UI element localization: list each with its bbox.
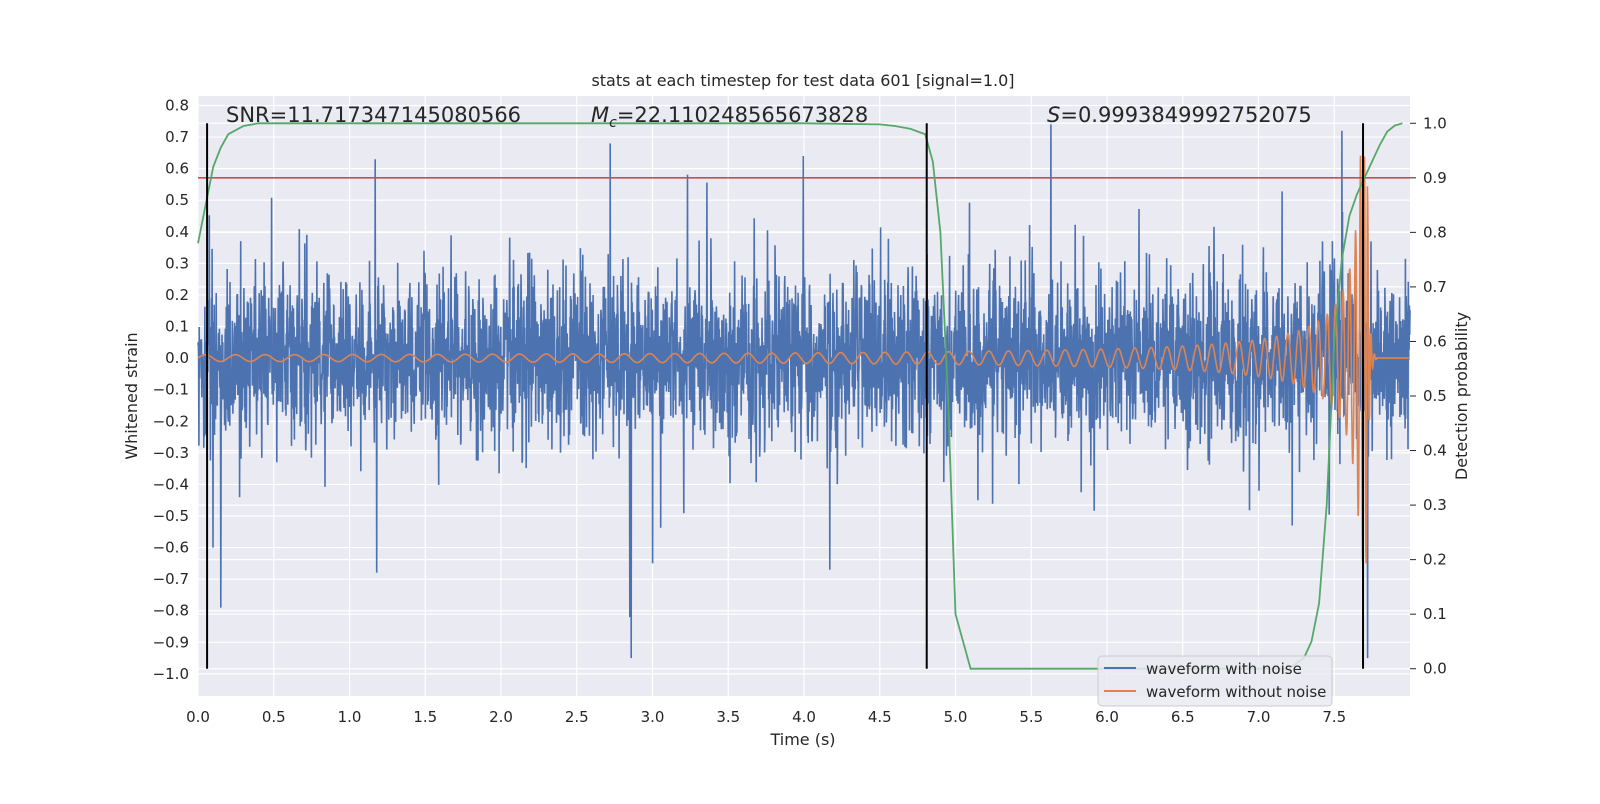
x-tick-label: 5.0 (944, 708, 968, 726)
score-symbol: S (1047, 103, 1060, 127)
y-left-tick-label: 0.8 (165, 96, 189, 114)
y-left-tick-label: 0.2 (165, 286, 189, 304)
y-left-tick-label: 0.0 (165, 349, 189, 367)
series-waveform-without-noise (197, 155, 1410, 564)
x-tick-label: 3.0 (641, 708, 665, 726)
y-left-tick-label: 0.5 (165, 191, 189, 209)
y-left-tick-label: −0.5 (153, 507, 189, 525)
x-tick-label: 7.0 (1247, 708, 1271, 726)
y-left-tick-label: −0.1 (153, 381, 189, 399)
x-tick-label: 2.0 (489, 708, 513, 726)
y-right-tick-label: 0.5 (1423, 387, 1447, 405)
y-left-tick-label: 0.7 (165, 128, 189, 146)
x-tick-label: 7.5 (1322, 708, 1346, 726)
vertical-markers (206, 123, 1365, 669)
y-right-tick-label: 0.6 (1423, 332, 1447, 350)
y-axis-right-title: Detection probability (1452, 312, 1471, 480)
score-annotation: S=0.9993849992752075 (1047, 103, 1312, 127)
y-left-tick-label: 0.4 (165, 223, 189, 241)
clean-waveform-line (197, 155, 1410, 564)
x-tick-label: 5.5 (1019, 708, 1043, 726)
x-tick-label: 1.0 (338, 708, 362, 726)
x-tick-label: 6.0 (1095, 708, 1119, 726)
y-left-tick-label: −0.4 (153, 475, 189, 493)
x-axis-title: Time (s) (769, 730, 835, 749)
y-left-tick-label: −0.7 (153, 570, 189, 588)
y-right-tick-label: 0.4 (1423, 442, 1447, 460)
legend: waveform with noise waveform without noi… (1097, 655, 1333, 707)
y-left-tick-label: −0.6 (153, 539, 189, 557)
y-right-tick-label: 0.3 (1423, 496, 1447, 514)
x-axis-ticks: 0.0 0.5 1.0 1.5 2.0 2.5 3.0 3.5 4.0 4.5 5.0 5.5 6.0 6… (186, 708, 1346, 726)
x-tick-label: 6.5 (1171, 708, 1195, 726)
y-left-tick-label: 0.6 (165, 160, 189, 178)
y-left-tick-label: −0.2 (153, 412, 189, 430)
y-right-tick-label: 0.8 (1423, 223, 1447, 241)
detection-probability-line (197, 122, 1403, 670)
x-tick-label: 0.0 (186, 708, 210, 726)
snr-annotation: SNR=11.717347145080566 (226, 103, 521, 127)
noise-waveform-line (197, 124, 1411, 659)
legend-box (1097, 655, 1333, 707)
y-left-tick-label: 0.1 (165, 318, 189, 336)
series-waveform-with-noise (197, 124, 1411, 659)
x-tick-label: 2.5 (565, 708, 589, 726)
legend-label-noise: waveform with noise (1146, 660, 1302, 678)
y-right-tick-label: 0.0 (1423, 660, 1447, 678)
y-right-tick-label: 0.2 (1423, 551, 1447, 569)
chart-title: stats at each timestep for test data 601… (591, 71, 1014, 90)
chirp-mass-subscript: c (609, 115, 617, 131)
x-tick-label: 0.5 (262, 708, 286, 726)
score-value: =0.9993849992752075 (1060, 103, 1311, 127)
x-tick-label: 4.5 (868, 708, 892, 726)
chirp-mass-value: =22.110248565673828 (617, 103, 868, 127)
x-tick-label: 3.5 (716, 708, 740, 726)
y-right-tick-label: 0.1 (1423, 605, 1447, 623)
y-axis-left-ticks: 0.8 0.7 0.6 0.5 0.4 0.3 0.2 0.1 0.0 −0.1 −0.2 −0.3 −… (153, 96, 189, 682)
y-right-tick-label: 0.9 (1423, 169, 1447, 187)
y-left-tick-label: 0.3 (165, 254, 189, 272)
y-right-tick-label: 1.0 (1423, 114, 1447, 132)
chirp-mass-annotation: Mc=22.110248565673828 (591, 103, 868, 131)
y-axis-left-title: Whitened strain (122, 332, 141, 459)
y-left-tick-label: −0.8 (153, 602, 189, 620)
y-right-tick-label: 0.7 (1423, 278, 1447, 296)
x-tick-label: 1.5 (413, 708, 437, 726)
legend-label-clean: waveform without noise (1146, 683, 1326, 701)
y-left-tick-label: −1.0 (153, 665, 189, 683)
y-left-tick-label: −0.3 (153, 444, 189, 462)
x-tick-label: 4.0 (792, 708, 816, 726)
chirp-mass-symbol: M (591, 103, 609, 127)
y-axis-right-ticks: 1.0 0.9 0.8 0.7 0.6 0.5 0.4 0.3 0.2 0.1 0.0 (1410, 114, 1447, 678)
series-detection-probability (197, 122, 1403, 670)
y-left-tick-label: −0.9 (153, 633, 189, 651)
